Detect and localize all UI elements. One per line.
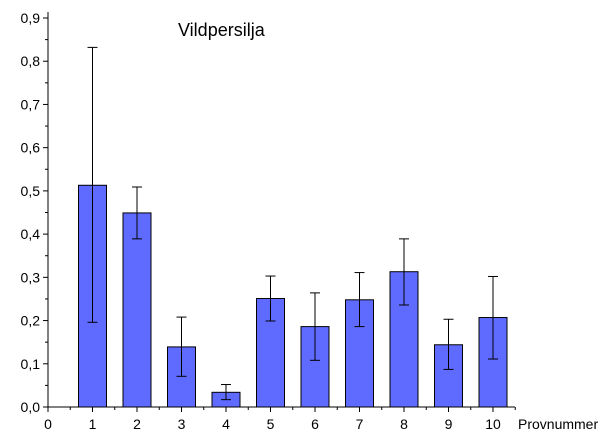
x-tick-label: 9 bbox=[445, 416, 453, 430]
y-tick-label: 0,4 bbox=[21, 226, 41, 242]
x-tick-label: 8 bbox=[400, 416, 408, 430]
x-tick-label: 3 bbox=[178, 416, 186, 430]
x-axis-title: Provnummer bbox=[518, 416, 598, 430]
bars bbox=[78, 184, 508, 408]
x-tick-label: 5 bbox=[267, 416, 275, 430]
y-tick-label: 0,8 bbox=[21, 53, 41, 69]
y-tick-label: 0,1 bbox=[21, 356, 41, 372]
x-tick-label: 0 bbox=[44, 416, 52, 430]
y-tick-label: 0,2 bbox=[21, 313, 41, 329]
y-tick-label: 0,0 bbox=[21, 399, 41, 415]
ticks: 0,0 0,1 0,2 0,3 0,4 0,5 0,6 0,7 0,8 0,9 0 1 2 3 4 5 6 7 8 9… bbox=[21, 10, 516, 430]
y-tick-label: 0,3 bbox=[21, 269, 41, 285]
error-bars bbox=[87, 46, 498, 401]
y-tick-label: 0,9 bbox=[21, 10, 41, 26]
y-tick-label: 0,6 bbox=[21, 140, 41, 156]
y-tick-label: 0,5 bbox=[21, 183, 41, 199]
x-tick-label: 4 bbox=[222, 416, 230, 430]
bar bbox=[122, 212, 152, 408]
x-tick-label: 6 bbox=[311, 416, 319, 430]
x-tick-label: 7 bbox=[356, 416, 364, 430]
x-tick-label: 10 bbox=[485, 416, 501, 430]
x-tick-label: 1 bbox=[89, 416, 97, 430]
x-tick-label: 2 bbox=[133, 416, 141, 430]
y-tick-label: 0,7 bbox=[21, 96, 41, 112]
chart-title: Vildpersilja bbox=[178, 20, 266, 40]
